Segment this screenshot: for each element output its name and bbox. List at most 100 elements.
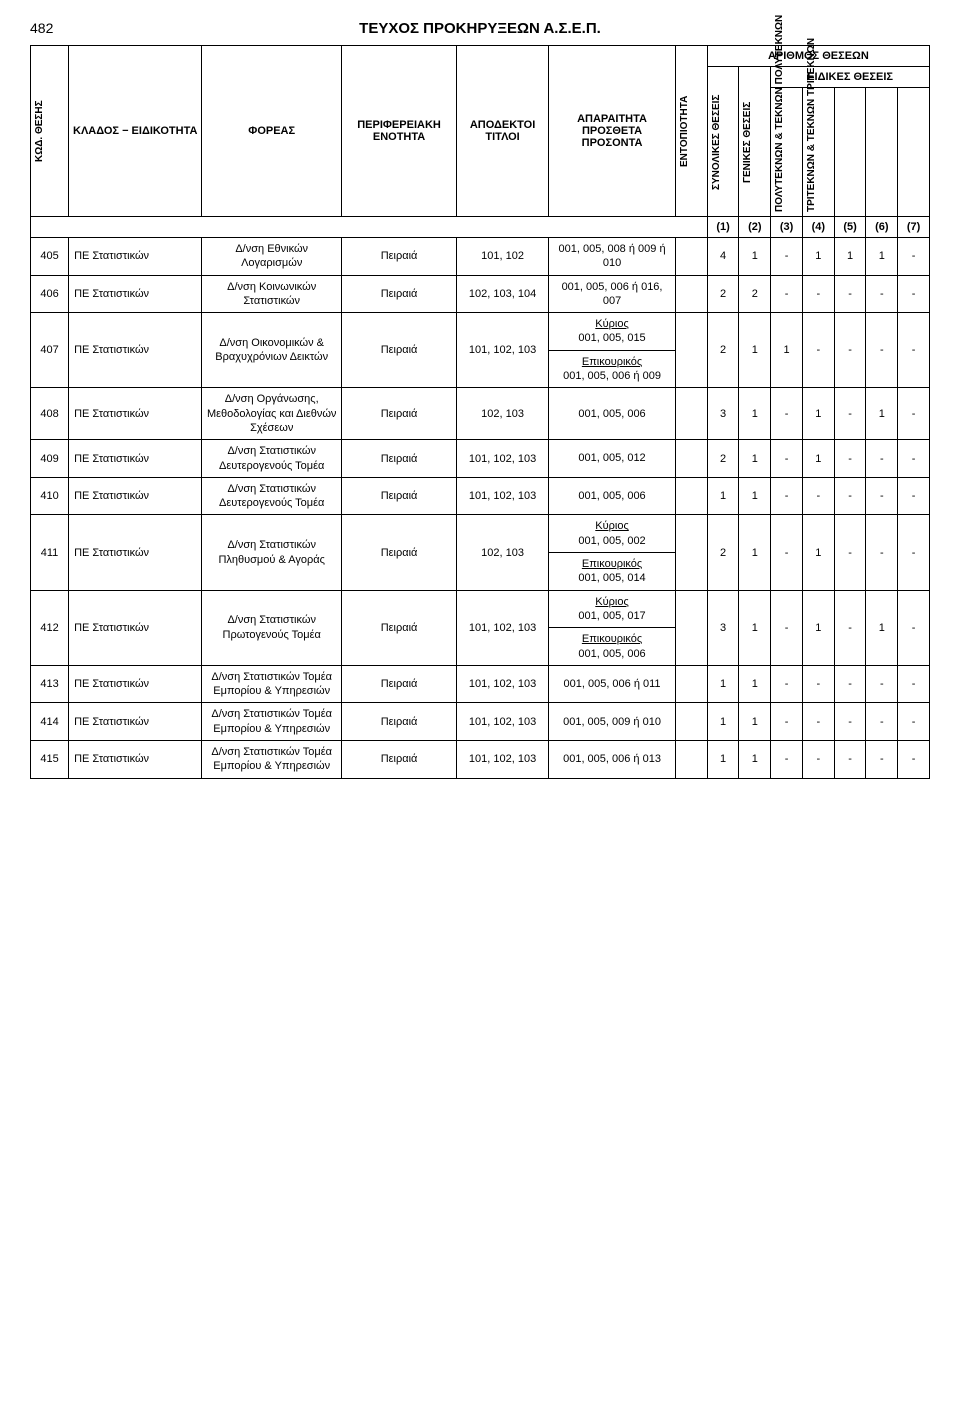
table-row: 415ΠΕ ΣτατιστικώνΔ/νση Στατιστικών Τομέα…: [31, 741, 930, 779]
coln-4: (4): [802, 217, 834, 238]
cell-num: 4: [707, 238, 739, 276]
cell-num: [676, 477, 708, 515]
cell-perif: Πειραιά: [342, 665, 457, 703]
cell-num: -: [802, 275, 834, 313]
cell-num: 1: [771, 313, 803, 388]
cell-num: -: [802, 313, 834, 388]
cell-num: 1: [739, 515, 771, 590]
h-poly: ΠΟΛΥΤΕΚΝΩΝ & ΤΕΚΝΩΝ ΠΟΛΥΤΕΚΝΩΝ: [774, 92, 785, 212]
cell-num: -: [898, 275, 930, 313]
table-row: 412ΠΕ ΣτατιστικώνΔ/νση Στατιστικών Πρωτο…: [31, 590, 930, 628]
cell-num: 1: [866, 590, 898, 665]
cell-num: 2: [739, 275, 771, 313]
cell-foreas: Δ/νση Στατιστικών Δευτερογενούς Τομέα: [202, 440, 342, 478]
cell-num: -: [898, 477, 930, 515]
h-gen: ΓΕΝΙΚΕΣ ΘΕΣΕΙΣ: [742, 82, 753, 202]
cell-num: [676, 665, 708, 703]
table-row: 407ΠΕ ΣτατιστικώνΔ/νση Οικονομικών & Βρα…: [31, 313, 930, 351]
cell-aparait: 001, 005, 006 ή 011: [549, 665, 676, 703]
cell-num: 1: [707, 703, 739, 741]
cell-titloi: 101, 102, 103: [457, 440, 549, 478]
cell-num: 1: [739, 741, 771, 779]
cell-num: 1: [802, 388, 834, 440]
cell-num: [676, 741, 708, 779]
cell-aparait: 001, 005, 006: [549, 477, 676, 515]
page-number: 482: [30, 20, 53, 36]
cell-kod: 410: [31, 477, 69, 515]
cell-num: -: [834, 590, 866, 665]
cell-klados: ΠΕ Στατιστικών: [69, 238, 202, 276]
cell-num: -: [866, 477, 898, 515]
cell-perif: Πειραιά: [342, 590, 457, 665]
cell-foreas: Δ/νση Οργάνωσης, Μεθοδολογίας και Διεθνώ…: [202, 388, 342, 440]
cell-perif: Πειραιά: [342, 515, 457, 590]
table-row: 409ΠΕ ΣτατιστικώνΔ/νση Στατιστικών Δευτε…: [31, 440, 930, 478]
cell-num: 1: [707, 477, 739, 515]
cell-num: 2: [707, 515, 739, 590]
cell-perif: Πειραιά: [342, 388, 457, 440]
h-aparait: ΑΠΑΡΑΙΤΗΤΑ ΠΡΟΣΘΕΤΑ ΠΡΟΣΟΝΤΑ: [549, 46, 676, 217]
cell-klados: ΠΕ Στατιστικών: [69, 440, 202, 478]
h-tri: ΤΡΙΤΕΚΝΩΝ & ΤΕΚΝΩΝ ΤΡΙΤΕΚΝΩΝ: [806, 92, 817, 212]
cell-aparait: 001, 005, 012: [549, 440, 676, 478]
coln-6: (6): [866, 217, 898, 238]
cell-num: 1: [739, 238, 771, 276]
cell-perif: Πειραιά: [342, 741, 457, 779]
cell-num: -: [771, 665, 803, 703]
cell-num: -: [834, 477, 866, 515]
cell-num: -: [834, 313, 866, 388]
cell-num: 1: [739, 313, 771, 388]
cell-foreas: Δ/νση Στατιστικών Τομέα Εμπορίου & Υπηρε…: [202, 703, 342, 741]
cell-aparait-epik: Επικουρικός001, 005, 014: [549, 553, 676, 591]
cell-perif: Πειραιά: [342, 275, 457, 313]
cell-titloi: 101, 102: [457, 238, 549, 276]
cell-num: -: [802, 477, 834, 515]
cell-num: -: [866, 515, 898, 590]
cell-titloi: 102, 103: [457, 515, 549, 590]
cell-num: 1: [739, 440, 771, 478]
cell-num: -: [898, 388, 930, 440]
cell-foreas: Δ/νση Στατιστικών Πρωτογενούς Τομέα: [202, 590, 342, 665]
h-kod: ΚΩΔ. ΘΕΣΗΣ: [34, 71, 45, 191]
cell-num: 1: [802, 238, 834, 276]
cell-kod: 413: [31, 665, 69, 703]
h-syn: ΣΥΝΟΛΙΚΕΣ ΘΕΣΕΙΣ: [711, 82, 722, 202]
cell-num: -: [898, 515, 930, 590]
cell-num: 1: [707, 741, 739, 779]
cell-num: -: [771, 477, 803, 515]
cell-titloi: 101, 102, 103: [457, 477, 549, 515]
page-header: 482 ΤΕΥΧΟΣ ΠΡΟΚΗΡΥΞΕΩΝ Α.Σ.Ε.Π.: [30, 20, 930, 37]
cell-num: -: [898, 703, 930, 741]
cell-titloi: 101, 102, 103: [457, 313, 549, 388]
cell-num: -: [834, 741, 866, 779]
cell-foreas: Δ/νση Στατιστικών Δευτερογενούς Τομέα: [202, 477, 342, 515]
cell-num: 1: [802, 590, 834, 665]
cell-klados: ΠΕ Στατιστικών: [69, 665, 202, 703]
cell-num: -: [802, 665, 834, 703]
h-klados: ΚΛΑΔΟΣ − ΕΙΔΙΚΟΤΗΤΑ: [69, 46, 202, 217]
cell-aparait-kyrios: Κύριος001, 005, 002: [549, 515, 676, 553]
cell-num: -: [771, 388, 803, 440]
cell-num: [676, 515, 708, 590]
h-perif: ΠΕΡΙΦΕΡΕΙΑΚΗ ΕΝΟΤΗΤΑ: [342, 46, 457, 217]
cell-num: -: [834, 665, 866, 703]
h-eidikes: ΕΙΔΙΚΕΣ ΘΕΣΕΙΣ: [771, 67, 930, 88]
cell-perif: Πειραιά: [342, 703, 457, 741]
cell-aparait-epik: Επικουρικός001, 005, 006 ή 009: [549, 350, 676, 388]
cell-num: -: [866, 741, 898, 779]
cell-titloi: 102, 103, 104: [457, 275, 549, 313]
cell-kod: 409: [31, 440, 69, 478]
cell-kod: 407: [31, 313, 69, 388]
cell-num: 1: [834, 238, 866, 276]
table-row: 408ΠΕ ΣτατιστικώνΔ/νση Οργάνωσης, Μεθοδο…: [31, 388, 930, 440]
cell-kod: 411: [31, 515, 69, 590]
table-row: 414ΠΕ ΣτατιστικώνΔ/νση Στατιστικών Τομέα…: [31, 703, 930, 741]
cell-aparait: 001, 005, 006 ή 016, 007: [549, 275, 676, 313]
cell-num: -: [771, 590, 803, 665]
coln-5: (5): [834, 217, 866, 238]
cell-aparait: 001, 005, 006 ή 013: [549, 741, 676, 779]
cell-num: -: [866, 665, 898, 703]
coln-2: (2): [739, 217, 771, 238]
cell-num: 1: [739, 477, 771, 515]
table-row: 410ΠΕ ΣτατιστικώνΔ/νση Στατιστικών Δευτε…: [31, 477, 930, 515]
